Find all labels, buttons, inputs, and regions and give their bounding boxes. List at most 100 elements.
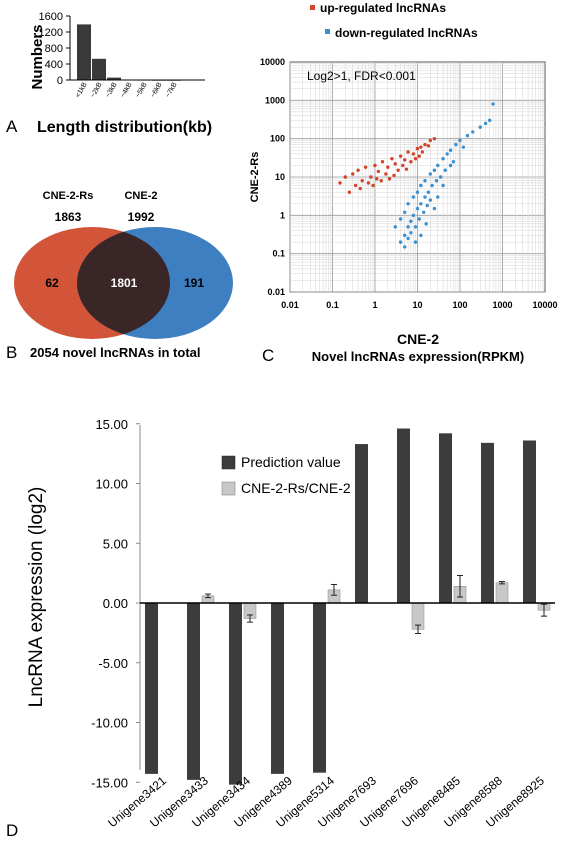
scatter-point-down <box>398 240 403 244</box>
panel-d-ytick-label: 0.00 <box>103 596 128 611</box>
panel-a-length-histogram: Numbers 0 400 800 1200 1600 <1kB ~2kB ~3kB ~4kB… <box>6 11 212 136</box>
scatter-point-down <box>428 172 432 176</box>
panel-c-grid <box>289 62 545 293</box>
scatter-point-up <box>338 181 342 185</box>
panel-d-x-axis: Unigene3421Unigene3433Unigene3434Unigene… <box>105 773 547 830</box>
legend-label-prediction: Prediction value <box>241 454 341 470</box>
scatter-point-down <box>411 195 416 199</box>
prediction-bar <box>523 440 536 603</box>
scatter-point-down <box>438 175 443 179</box>
scatter-point-down <box>451 160 456 164</box>
prediction-bar <box>229 603 242 785</box>
panel-d-ytick-label: -10.00 <box>91 716 128 731</box>
scatter-point-down <box>478 125 482 129</box>
panel-c-xtick-label: 0.01 <box>281 300 299 310</box>
scatter-point-down <box>393 225 397 229</box>
panel-d-ytick-label: 10.00 <box>95 477 128 492</box>
scatter-point-up <box>379 179 383 183</box>
panel-a-x-axis: <1kB ~2kB ~3kB ~4kB ~5kB ~6kB ~7kB <box>75 81 179 99</box>
ratio-bar <box>495 582 509 604</box>
panel-a-bar <box>107 77 121 80</box>
panel-c-annotation: Log2>1, FDR<0.001 <box>307 69 416 83</box>
scatter-point-down <box>415 190 420 194</box>
scatter-point-up <box>396 168 400 172</box>
panel-c-points <box>338 102 495 249</box>
panel-d-ytick-label: 5.00 <box>103 536 128 551</box>
panel-d-ytick-label: 15.00 <box>95 417 128 432</box>
scatter-point-down <box>415 206 420 211</box>
legend-swatch-up <box>310 5 315 10</box>
panel-c-xtick-label: 1 <box>372 300 377 310</box>
legend-label-up: up-regulated lncRNAs <box>320 1 446 15</box>
panel-a-bar <box>92 58 106 80</box>
prediction-bar <box>439 433 452 603</box>
legend-swatch-prediction <box>221 455 236 470</box>
scatter-point-down <box>403 210 407 214</box>
panel-c-xtick-label: 100 <box>452 300 467 310</box>
scatter-point-down <box>430 183 434 188</box>
prediction-bar <box>313 603 326 773</box>
panel-a-ytick-label: 0 <box>57 75 63 87</box>
scatter-point-up <box>398 154 403 158</box>
scatter-point-up <box>363 165 368 169</box>
venn-overlap-count: 1801 <box>111 276 138 290</box>
scatter-point-down <box>406 236 410 241</box>
prediction-bar <box>187 603 200 780</box>
panel-b-venn: CNE-2-Rs CNE-2 1863 1992 62 1801 191 B 2… <box>6 190 233 362</box>
scatter-point-down <box>403 245 407 249</box>
venn-right-only-count: 191 <box>184 276 204 290</box>
scatter-point-down <box>403 233 407 238</box>
legend-swatch-ratio <box>221 481 236 496</box>
scatter-point-down <box>445 152 449 156</box>
scatter-point-up <box>428 138 432 143</box>
scatter-point-up <box>401 163 405 168</box>
scatter-point-down <box>441 157 445 161</box>
panel-c-xtick-label: 1000 <box>492 300 512 310</box>
prediction-bar <box>481 442 494 603</box>
panel-c-xlabel: CNE-2 <box>397 331 439 347</box>
scatter-point-up <box>432 136 437 141</box>
panel-c-ticks: 0.01 0.01 0.1 0.1 1 1 10 10 100 100 1000 1000 10000 1… <box>260 57 558 310</box>
panel-a-xtick-label: ~5kB <box>135 81 149 99</box>
panel-c-ytick-label: 0.01 <box>267 287 285 297</box>
panel-d-legend: Prediction value CNE-2-Rs/CNE-2 <box>221 454 351 496</box>
scatter-point-down <box>423 179 427 183</box>
scatter-point-up <box>358 186 362 191</box>
panel-a-title: Length distribution(kb) <box>37 119 212 136</box>
legend-label-down: down-regulated lncRNAs <box>335 26 478 40</box>
panel-c-ytick-label: 1000 <box>265 95 285 105</box>
venn-right-set-total: 1992 <box>128 210 155 224</box>
scatter-point-down <box>465 133 470 138</box>
scatter-point-up <box>376 169 381 174</box>
scatter-point-up <box>380 160 385 164</box>
scatter-point-down <box>448 148 453 152</box>
panel-c-label: C <box>262 346 274 365</box>
scatter-point-up <box>386 165 390 169</box>
panel-c-ytick-label: 100 <box>270 134 285 144</box>
panel-c-scatter: up-regulated lncRNAs down-regulated lncR… <box>249 1 558 365</box>
scatter-point-up <box>366 181 371 185</box>
venn-left-set-total: 1863 <box>55 210 82 224</box>
scatter-point-up <box>406 150 410 154</box>
scatter-point-down <box>417 217 421 221</box>
scatter-point-up <box>404 167 409 171</box>
scatter-point-down <box>426 190 431 194</box>
scatter-point-up <box>411 152 416 156</box>
scatter-point-up <box>413 157 418 161</box>
scatter-point-down <box>398 217 403 221</box>
scatter-point-up <box>373 163 377 168</box>
scatter-point-down <box>441 183 445 188</box>
scatter-point-up <box>403 158 407 162</box>
panel-a-bars <box>77 24 181 81</box>
scatter-point-up <box>387 177 392 181</box>
scatter-point-up <box>415 146 420 151</box>
scatter-point-down <box>411 213 416 218</box>
panel-d-ylabel: LncRNA expression (log2) <box>26 487 47 708</box>
scatter-point-down <box>432 206 437 211</box>
scatter-point-down <box>458 138 462 143</box>
scatter-point-down <box>419 183 423 188</box>
panel-c-caption: Novel lncRNAs expression(RPKM) <box>312 349 524 364</box>
scatter-point-down <box>428 198 432 202</box>
scatter-point-down <box>448 163 453 168</box>
prediction-bar <box>145 603 158 774</box>
